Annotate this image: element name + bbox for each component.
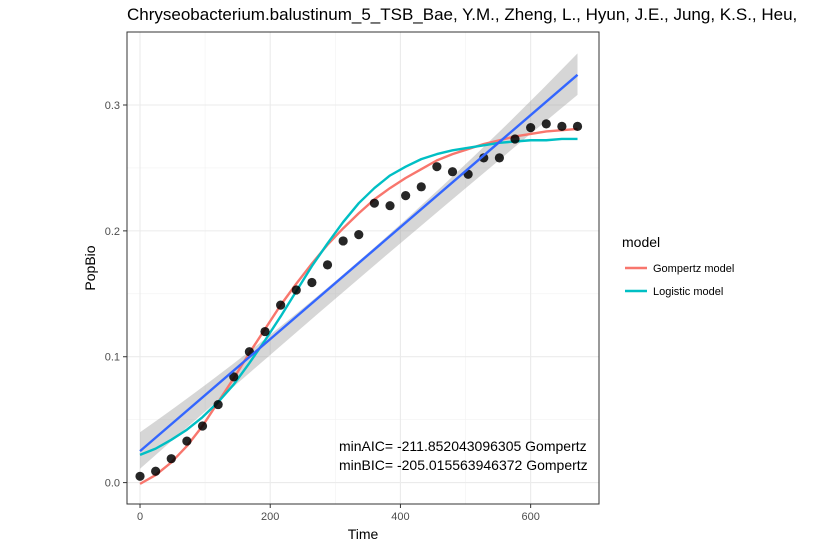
data-point [432, 162, 442, 172]
data-point [526, 123, 536, 133]
data-point [135, 471, 145, 481]
data-point [557, 121, 567, 131]
x-tick-label: 200 [261, 511, 279, 523]
data-point [447, 167, 458, 177]
y-tick-label: 0.1 [105, 352, 120, 364]
legend-label-gompertz: Gompertz model [653, 263, 734, 275]
data-point [166, 454, 176, 464]
data-point [401, 191, 411, 201]
data-point [151, 466, 161, 476]
data-point [479, 153, 489, 163]
y-axis-title: PopBio [82, 245, 98, 290]
data-point [182, 436, 192, 446]
chart-title: Chryseobacterium.balustinum_5_TSB_Bae, Y… [127, 5, 797, 24]
data-point [276, 300, 286, 310]
legend: model Gompertz model Logistic model [622, 234, 734, 298]
axis-ticks: 0 200 400 600 0.0 0.1 0.2 0.3 [105, 100, 540, 523]
data-point [354, 230, 364, 240]
data-point [213, 399, 223, 410]
legend-title: model [622, 234, 660, 250]
annotation-aic: minAIC= -211.852043096305 Gompertz [339, 438, 587, 454]
data-point [260, 326, 270, 337]
data-point [541, 119, 551, 129]
x-tick-label: 400 [391, 511, 409, 523]
data-point [510, 134, 520, 144]
y-tick-label: 0.2 [105, 226, 120, 238]
data-point [416, 182, 426, 192]
logistic-model-curve [139, 137, 578, 457]
y-tick-label: 0.3 [105, 100, 120, 112]
x-axis-title: Time [348, 526, 379, 542]
grid [127, 32, 599, 504]
x-tick-label: 0 [137, 511, 143, 523]
data-point [338, 236, 348, 246]
plot-area [135, 53, 583, 485]
data-point [369, 198, 379, 208]
data-point [229, 372, 239, 382]
linear-fit-line [139, 73, 579, 453]
annotation-bic: minBIC= -205.015563946372 Gompertz [339, 457, 588, 473]
data-point [572, 121, 583, 131]
data-point [385, 201, 395, 211]
data-point [307, 277, 317, 288]
legend-label-logistic: Logistic model [653, 286, 723, 298]
data-point [197, 421, 208, 431]
y-tick-label: 0.0 [105, 478, 120, 490]
data-point [494, 153, 504, 163]
data-point [322, 260, 333, 270]
data-point [291, 285, 301, 295]
x-tick-label: 600 [521, 511, 539, 523]
model-annotations: minAIC= -211.852043096305 Gompertz minBI… [339, 438, 588, 473]
panel-border [126, 31, 600, 505]
